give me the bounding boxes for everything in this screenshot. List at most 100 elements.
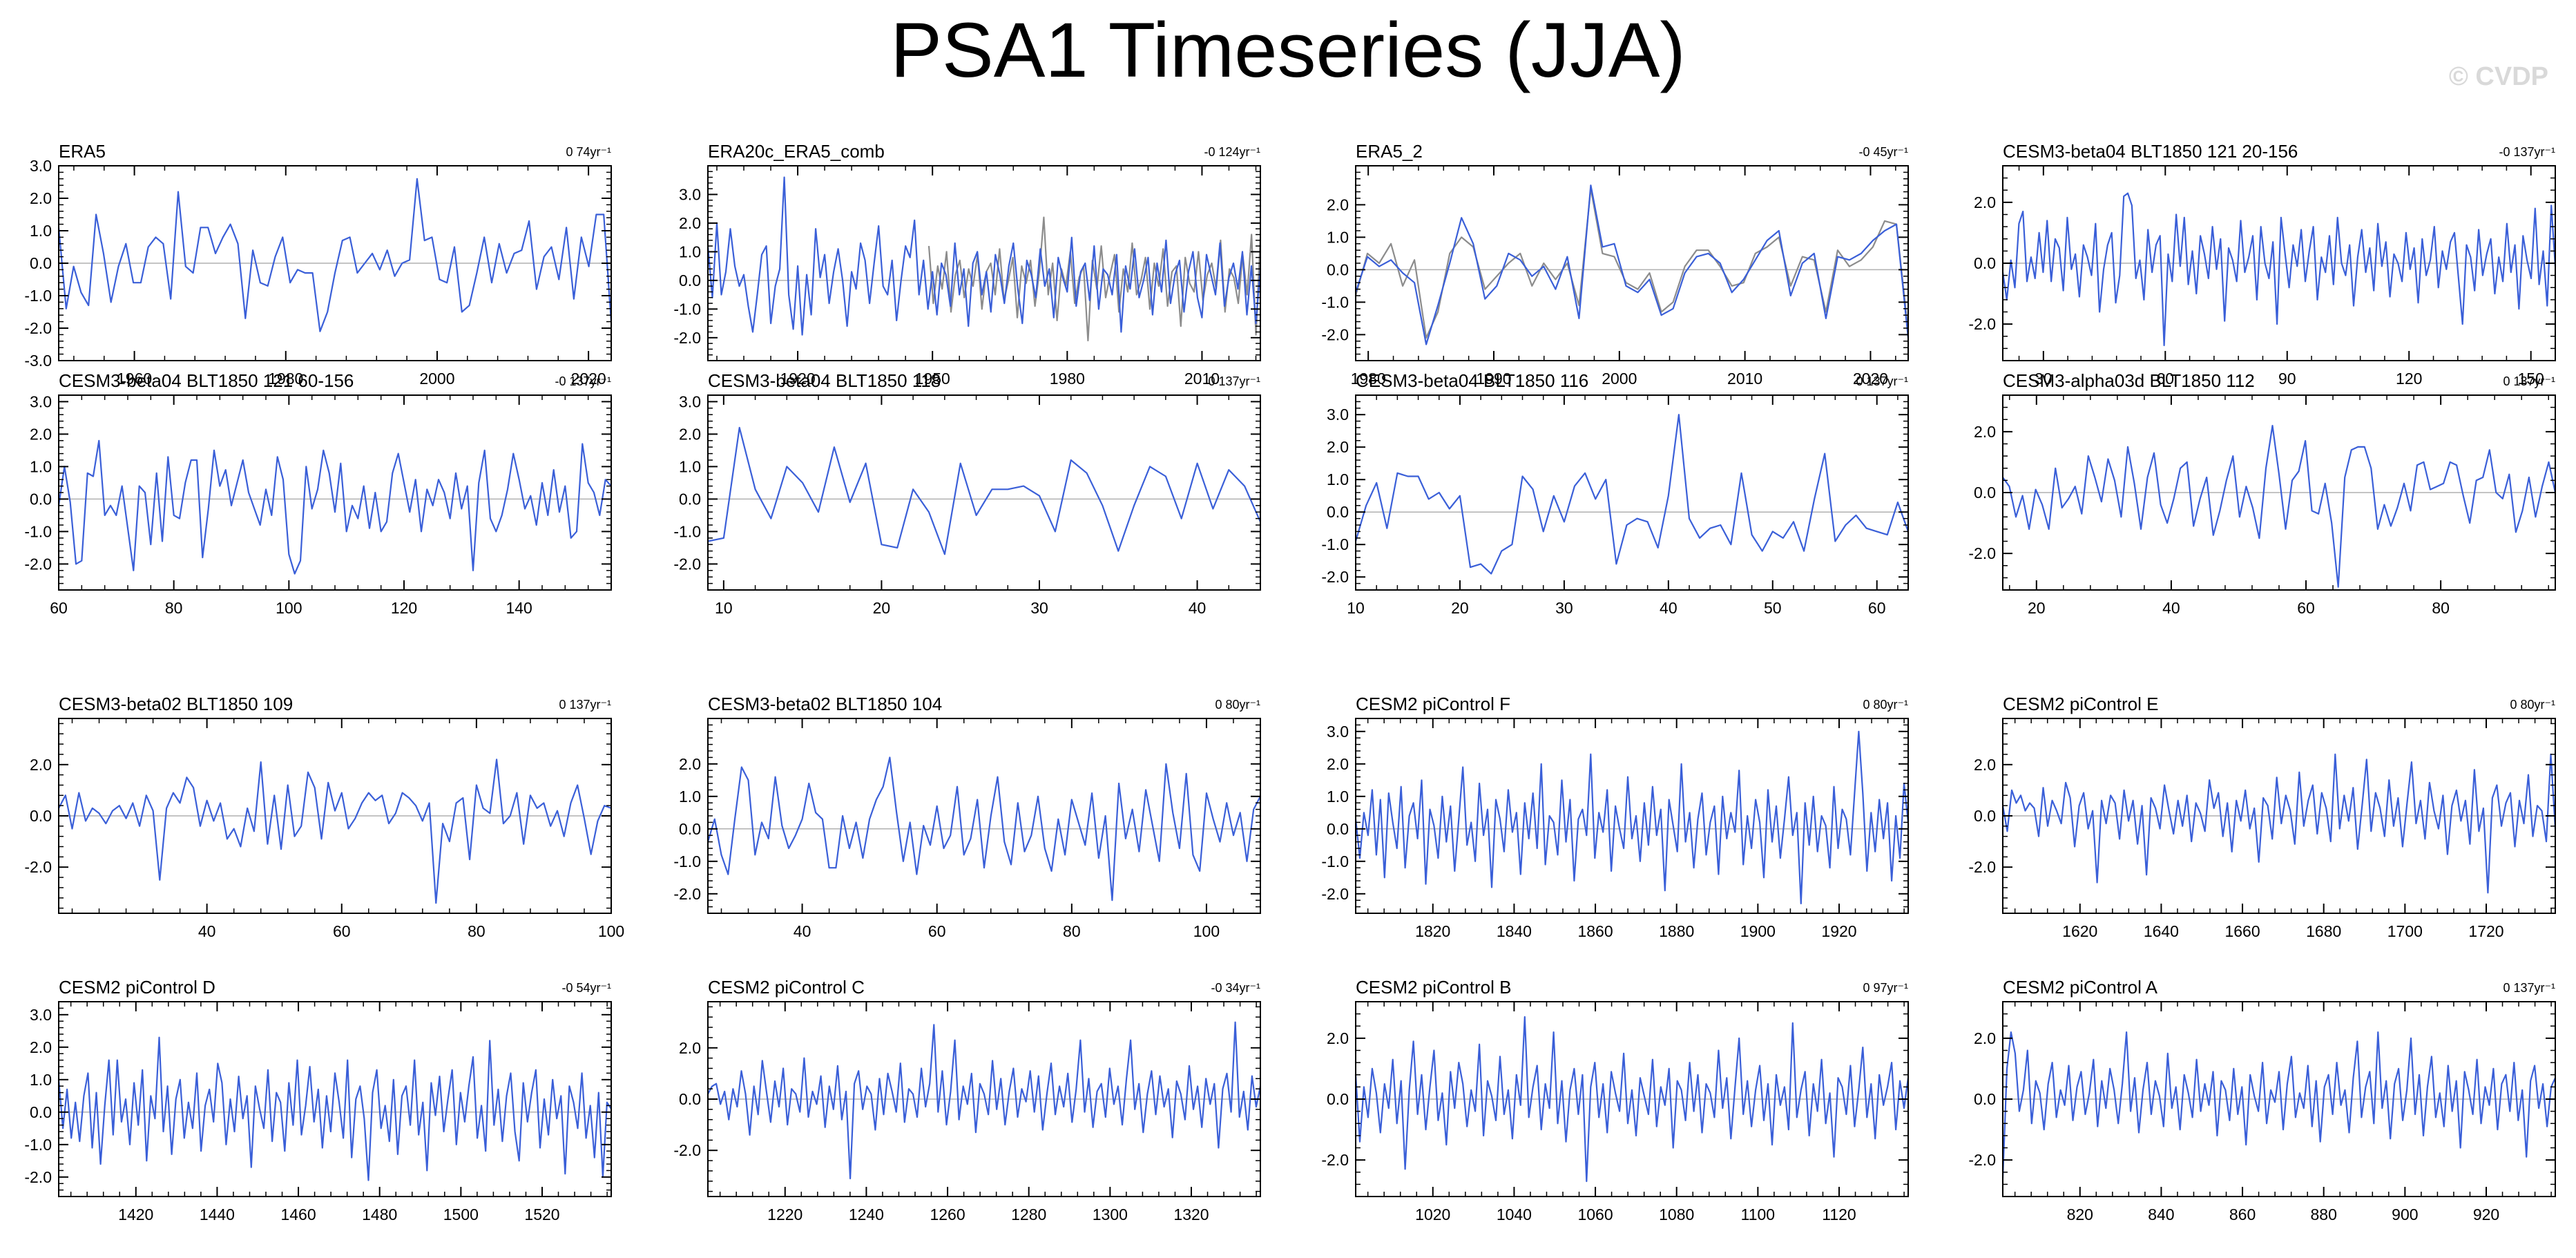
y-tick-label: 2.0 [1974,423,1996,441]
x-tick-label: 920 [2473,1205,2499,1223]
series-line [57,178,613,332]
x-tick-label: 100 [1193,922,1220,940]
chart-panel: CESM2 piControl C -0 34yr⁻¹ 1220 1240 1260 12… [653,967,1281,1238]
x-tick-label: 20 [1451,599,1469,617]
series-line [707,426,1262,555]
chart-panel: CESM3-beta04 BLT1850 116 0 137yr⁻¹ 10 20 30 4… [1300,361,1929,631]
y-tick-label: 1.0 [30,222,52,240]
x-tick-label: 120 [391,599,417,617]
x-tick-label: 2010 [1727,370,1762,388]
chart-panel: CESM3-beta04 BLT1850 118 0 137yr⁻¹ 10 20 30 4… [653,361,1281,631]
series-line [707,1021,1262,1180]
trend-label: -0 137yr⁻¹ [555,374,611,388]
y-tick-label: 2.0 [30,1038,52,1056]
y-tick-label: 2.0 [1327,1029,1349,1047]
x-tick-label: 860 [2229,1205,2256,1223]
x-tick-label: 1660 [2224,922,2260,940]
y-tick-label: 0.0 [1327,503,1349,521]
chart-panel: CESM3-beta04 BLT1850 121 60-156 -0 137yr⁻… [3,361,632,631]
y-tick-label: -1.0 [24,1136,52,1154]
y-tick-label: 0.0 [679,490,701,508]
y-tick-label: 2.0 [30,425,52,443]
timeseries-chart: CESM2 piControl A 0 137yr⁻¹ 820 840 860 880 90… [1968,977,2557,1223]
panel-title: CESM2 piControl B [1356,977,1511,998]
timeseries-chart: CESM2 piControl F 0 80yr⁻¹ 1820 1840 1860 188… [1321,694,1910,940]
timeseries-chart: CESM3-alpha03d BLT1850 112 0 137yr⁻¹ 20 40 6… [1968,370,2557,617]
timeseries-chart: CESM2 piControl B 0 97yr⁻¹ 1020 1040 1060 108… [1321,977,1910,1223]
y-tick-label: 1.0 [679,242,701,260]
chart-panel: ERA20c_ERA5_comb -0 124yr⁻¹ 1920 1950 1980 20… [653,131,1281,402]
y-tick-label: -1.0 [24,522,52,540]
x-tick-label: 80 [165,599,183,617]
y-tick-label: 1.0 [30,457,52,475]
y-tick-label: 2.0 [679,214,701,232]
timeseries-chart: CESM3-beta02 BLT1850 109 0 137yr⁻¹ 40 60 80 1… [24,694,624,940]
x-tick-label: 1440 [200,1205,235,1223]
x-tick-label: 40 [794,922,811,940]
y-tick-label: 2.0 [1974,756,1996,774]
x-tick-label: 60 [2297,599,2315,617]
x-tick-label: 1060 [1577,1205,1613,1223]
y-tick-label: -1.0 [24,287,52,305]
x-tick-label: 1880 [1659,922,1694,940]
y-tick-label: 2.0 [1327,438,1349,456]
x-tick-label: 1980 [1050,370,1085,388]
x-tick-label: 1420 [118,1205,153,1223]
y-tick-label: -1.0 [1321,852,1349,870]
y-tick-label: -2.0 [24,555,52,573]
x-tick-label: 80 [468,922,486,940]
y-tick-label: 0.0 [30,490,52,508]
y-tick-label: 1.0 [679,457,701,475]
x-tick-label: 1820 [1415,922,1450,940]
x-tick-label: 50 [1764,599,1782,617]
series-line [2001,192,2557,347]
panel-title: CESM2 piControl D [59,977,215,998]
x-tick-label: 1500 [443,1205,479,1223]
timeseries-chart: CESM3-beta04 BLT1850 116 0 137yr⁻¹ 10 20 30 4… [1321,370,1910,617]
y-tick-label: -1.0 [1321,535,1349,553]
y-tick-label: 2.0 [679,755,701,773]
y-tick-label: -2.0 [673,555,701,573]
y-tick-label: 0.0 [1327,1090,1349,1108]
y-tick-label: 1.0 [1327,470,1349,488]
x-tick-label: 1100 [1741,1205,1775,1223]
plot-frame [707,165,1261,361]
chart-panel: CESM3-alpha03d BLT1850 112 0 137yr⁻¹ 20 40 6… [1948,361,2576,631]
y-tick-label: 0.0 [679,271,701,289]
x-tick-label: 1950 [915,370,950,388]
x-tick-label: 2010 [1184,370,1220,388]
x-tick-label: 1260 [930,1205,965,1223]
timeseries-chart: CESM3-beta04 BLT1850 118 0 137yr⁻¹ 10 20 30 4… [673,370,1262,617]
x-tick-label: 1020 [1415,1205,1450,1223]
y-tick-label: -1.0 [1321,293,1349,311]
x-tick-label: 1300 [1093,1205,1128,1223]
x-tick-label: 30 [1030,599,1048,617]
x-tick-label: 100 [598,922,624,940]
y-tick-label: -2.0 [1968,858,1996,876]
x-tick-label: 1720 [2468,922,2503,940]
timeseries-chart: CESM3-beta02 BLT1850 104 0 80yr⁻¹ 40 60 80 10… [673,694,1261,940]
x-tick-label: 1480 [362,1205,397,1223]
panel-title: CESM3-beta04 BLT1850 121 60-156 [59,370,354,391]
x-tick-label: 2000 [1602,370,1637,388]
trend-label: 0 80yr⁻¹ [1215,698,1260,712]
x-tick-label: 30 [2035,370,2053,388]
chart-panel: CESM3-beta02 BLT1850 104 0 80yr⁻¹ 40 60 80 10… [653,684,1281,955]
y-tick-label: -2.0 [1321,568,1349,586]
y-tick-label: 1.0 [1327,228,1349,246]
trend-label: 0 137yr⁻¹ [559,698,611,712]
timeseries-chart: ERA5 0 74yr⁻¹ 1960 1980 2000 2020 -3.0 -2.0 -1.0… [24,141,613,388]
y-tick-label: 2.0 [679,1039,701,1057]
chart-panel: CESM3-beta02 BLT1850 109 0 137yr⁻¹ 40 60 80 1… [3,684,632,955]
y-tick-label: 3.0 [1327,723,1349,741]
x-tick-label: 1320 [1173,1205,1209,1223]
x-tick-label: 1240 [849,1205,884,1223]
trend-label: -0 124yr⁻¹ [1204,145,1260,159]
y-tick-label: -2.0 [1321,1151,1349,1169]
timeseries-chart: CESM3-beta04 BLT1850 121 60-156 -0 137yr⁻… [24,370,612,617]
x-tick-label: 60 [333,922,351,940]
panel-title: ERA5 [59,141,106,162]
x-tick-label: 60 [50,599,68,617]
secondary-series-line [927,216,1262,342]
y-tick-label: 3.0 [30,1006,52,1024]
